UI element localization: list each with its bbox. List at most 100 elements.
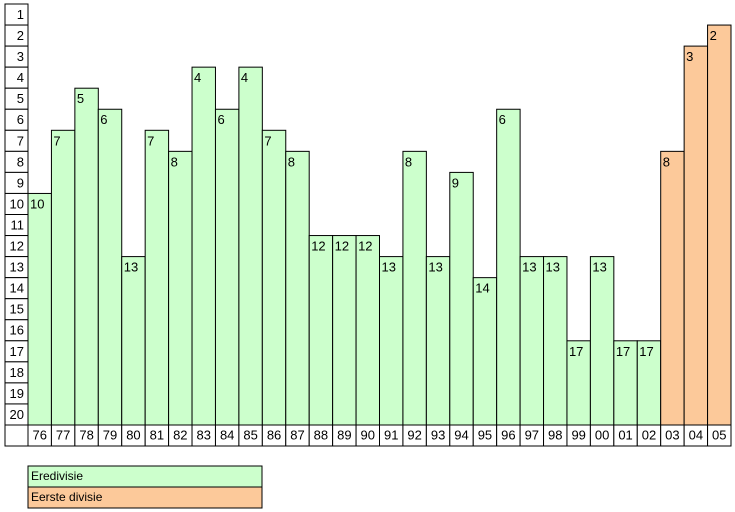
x-tick-label: 80 [126,427,140,442]
y-tick-label: 15 [10,302,24,317]
bar-label: 8 [663,154,670,169]
bar [238,66,263,426]
x-tick-label: 05 [712,427,726,442]
bar [683,45,709,426]
bar [214,108,240,426]
y-tick-label: 19 [10,386,24,401]
x-tick-label: 02 [642,427,656,442]
y-tick-label: 18 [10,365,24,380]
bar [660,150,685,426]
bar [449,171,474,426]
bar-label: 10 [30,196,44,211]
bar [425,256,451,426]
bar-label: 14 [475,281,489,296]
bar-label: 13 [546,260,560,275]
x-tick-label: 90 [361,427,375,442]
x-tick-label: 78 [79,427,93,442]
y-tick-label: 12 [10,239,24,254]
bar-label: 4 [241,70,248,85]
x-tick-label: 76 [32,427,46,442]
bar [472,277,498,426]
legend-label: Eerste divisie [31,490,103,504]
bar-label: 12 [311,239,325,254]
bar-label: 17 [569,344,583,359]
x-tick-label: 88 [314,427,328,442]
x-tick-label: 93 [431,427,445,442]
x-tick-label: 77 [56,427,70,442]
bar [707,24,732,426]
bar [121,256,146,426]
bar-label: 8 [171,154,178,169]
bar-label: 8 [405,154,412,169]
y-tick-label: 9 [17,175,24,190]
y-tick-label: 20 [10,407,24,422]
bar-label: 7 [53,133,60,148]
x-tick-label: 86 [267,427,281,442]
bar-label: 13 [124,260,138,275]
x-tick-cell [4,424,29,447]
bar [74,87,99,426]
x-tick-label: 81 [150,427,164,442]
x-tick-label: 79 [103,427,117,442]
bar [379,256,404,426]
x-tick-label: 83 [197,427,211,442]
bar-label: 12 [358,239,372,254]
bar-label: 4 [194,70,201,85]
bar-label: 3 [686,49,693,64]
x-tick-label: 97 [525,427,539,442]
y-tick-label: 4 [17,70,24,85]
x-tick-label: 87 [290,427,304,442]
x-tick-label: 98 [548,427,562,442]
x-tick-label: 91 [384,427,398,442]
bar-label: 9 [452,175,459,190]
y-tick-label: 5 [17,91,24,106]
bar-label: 13 [592,260,606,275]
x-tick-label: 95 [478,427,492,442]
y-tick-label: 3 [17,49,24,64]
y-tick-label: 8 [17,154,24,169]
bar-label: 6 [217,112,224,127]
x-tick-label: 01 [618,427,632,442]
bar [27,192,52,426]
x-tick-label: 00 [595,427,609,442]
bar-label: 8 [288,154,295,169]
x-tick-label: 85 [243,427,257,442]
bar [496,108,521,426]
y-tick-label: 7 [17,133,24,148]
bar [285,150,310,426]
bar-label: 2 [710,28,717,43]
x-tick-label: 92 [407,427,421,442]
x-tick-label: 04 [689,427,703,442]
y-tick-label: 1 [17,7,24,22]
bar-label: 13 [382,260,396,275]
bar [191,66,216,426]
x-tick-label: 03 [665,427,679,442]
x-tick-label: 84 [220,427,234,442]
bar-label: 5 [77,91,84,106]
bar [308,235,334,426]
bar-label: 13 [428,260,442,275]
bar [144,129,170,426]
y-tick-label: 14 [10,281,24,296]
x-tick-label: 94 [454,427,468,442]
bar [355,235,381,426]
bar-label: 7 [264,133,271,148]
x-tick-label: 82 [173,427,187,442]
bar-label: 17 [639,344,653,359]
bar-label: 13 [522,260,536,275]
bar [519,256,545,426]
bar-label: 6 [499,112,506,127]
x-tick-label: 89 [337,427,351,442]
y-tick-label: 10 [10,196,24,211]
bar [402,150,427,426]
bar [261,129,287,426]
bar-label: 12 [335,239,349,254]
bar-label: 6 [100,112,107,127]
y-tick-label: 13 [10,260,24,275]
x-tick-label: 96 [501,427,515,442]
legend-swatch [27,486,263,509]
bar [543,256,568,426]
bar [97,108,123,426]
